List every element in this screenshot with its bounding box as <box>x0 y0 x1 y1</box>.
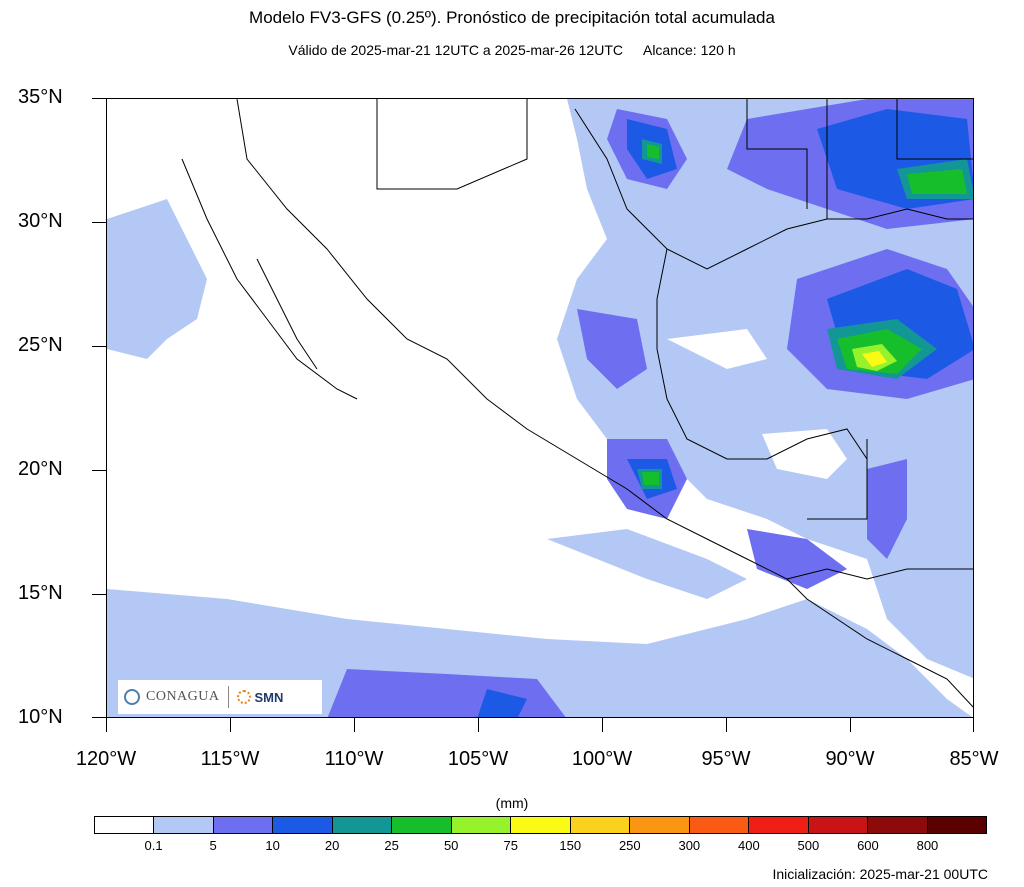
colorbar-cell <box>868 817 928 833</box>
colorbar-cell <box>95 817 155 833</box>
initialization-time: Inicialización: 2025-mar-21 00UTC <box>772 866 988 882</box>
lon-tick <box>850 718 851 732</box>
lon-label-110: 110°W <box>324 748 384 770</box>
lon-tick <box>726 718 727 732</box>
lat-label-25: 25°N <box>18 334 63 356</box>
colorbar-cell <box>392 817 452 833</box>
colorbar-cell <box>749 817 809 833</box>
dry-areas-layer <box>667 329 847 479</box>
valid-period: Válido de 2025-mar-21 12UTC a 2025-mar-2… <box>288 42 623 58</box>
colorbar-label: 10 <box>265 838 280 853</box>
colorbar-cell <box>451 817 512 833</box>
logo-divider <box>227 686 229 708</box>
lat-label-35: 35°N <box>18 86 63 108</box>
conagua-logo-text: CONAGUA <box>146 689 220 704</box>
lat-tick <box>92 470 106 471</box>
colorbar-cell <box>808 817 869 833</box>
colorbar-label: 250 <box>618 838 641 853</box>
agency-logos: CONAGUA SMN <box>118 680 322 714</box>
colorbar-label: 25 <box>384 838 399 853</box>
legend-units: (mm) <box>495 795 529 811</box>
lon-tick <box>106 718 107 732</box>
precipitation-colorbar <box>94 816 987 834</box>
lat-tick <box>92 346 106 347</box>
lon-label-115: 115°W <box>200 748 260 770</box>
lon-label-100: 100°W <box>571 748 633 770</box>
conagua-logo-icon <box>124 689 140 705</box>
lat-tick <box>92 222 106 223</box>
precipitation-map <box>106 98 974 718</box>
map-canvas <box>107 99 973 717</box>
lat-label-20: 20°N <box>18 458 63 480</box>
colorbar-cell <box>630 817 690 833</box>
colorbar-cell <box>570 817 631 833</box>
colorbar-label: 50 <box>443 838 459 853</box>
lon-label-105: 105°W <box>447 748 509 770</box>
lon-label-95: 95°W <box>701 748 751 770</box>
colorbar-label: 75 <box>503 838 518 853</box>
colorbar-label: 400 <box>738 838 760 853</box>
lon-tick <box>602 718 603 732</box>
colorbar-label: 600 <box>857 838 879 853</box>
precip-75-150mm-layer <box>852 344 897 371</box>
map-subtitle: Válido de 2025-mar-21 12UTC a 2025-mar-2… <box>0 42 1024 58</box>
colorbar-cell <box>511 817 571 833</box>
country-borders <box>181 99 973 708</box>
lat-tick <box>92 594 106 595</box>
map-title: Modelo FV3-GFS (0.25º). Pronóstico de pr… <box>249 8 775 27</box>
colorbar-cell <box>689 817 750 833</box>
colorbar-cell <box>332 817 393 833</box>
colorbar-cell <box>927 817 987 833</box>
colorbar-label: 500 <box>797 838 820 853</box>
lon-label-90: 90°W <box>825 748 875 770</box>
lat-label-10: 10°N <box>18 706 63 728</box>
colorbar-cell <box>273 817 333 833</box>
lon-tick <box>354 718 355 732</box>
smn-logo-icon <box>236 690 251 704</box>
colorbar-label: 0.1 <box>144 838 163 853</box>
smn-logo-text: SMN <box>254 689 284 705</box>
lat-tick <box>92 98 106 99</box>
lon-tick <box>230 718 231 732</box>
lat-tick <box>92 717 106 718</box>
colorbar-label: 20 <box>324 838 340 853</box>
colorbar-cell <box>213 817 274 833</box>
lon-tick <box>478 718 479 732</box>
lon-tick <box>973 718 974 732</box>
colorbar-label: 5 <box>209 838 217 853</box>
colorbar-label: 300 <box>678 838 701 853</box>
colorbar-label: 800 <box>916 838 939 853</box>
forecast-range: Alcance: 120 h <box>642 42 736 58</box>
lat-label-15: 15°N <box>18 582 63 604</box>
lat-label-30: 30°N <box>18 210 63 232</box>
lon-label-85: 85°W <box>949 748 999 770</box>
colorbar-label: 150 <box>559 838 582 853</box>
lon-label-120: 120°W <box>75 748 137 770</box>
colorbar-cell <box>154 817 214 833</box>
